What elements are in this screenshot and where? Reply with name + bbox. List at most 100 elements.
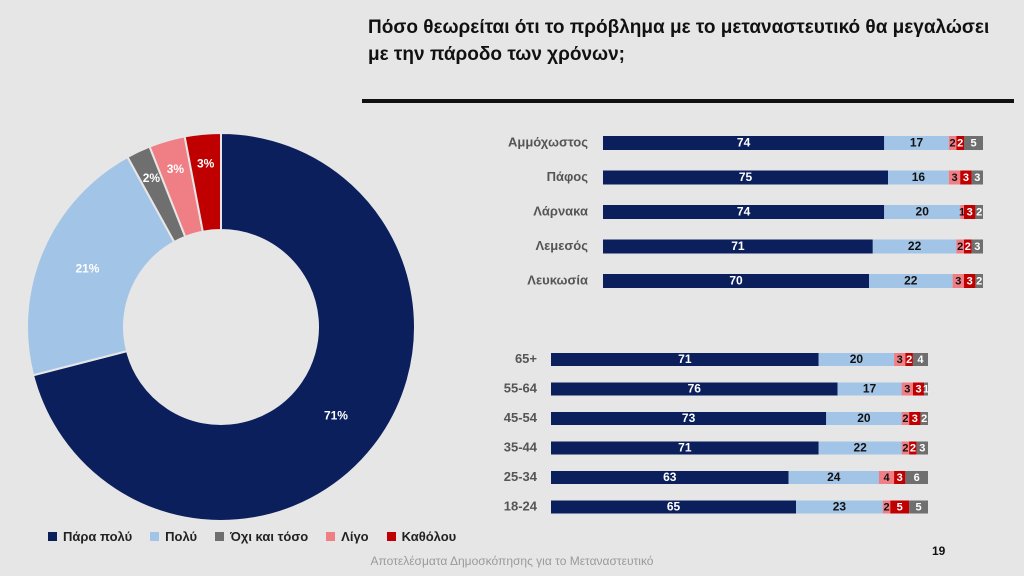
title-underline bbox=[362, 99, 1014, 103]
legend-label: Πολύ bbox=[165, 529, 198, 544]
bar-segment bbox=[901, 412, 910, 425]
bar-data-label: 5 bbox=[916, 501, 922, 513]
bar-segment bbox=[916, 441, 928, 455]
bar-category-label: Πάφος bbox=[547, 169, 589, 184]
bar-segment bbox=[964, 274, 976, 288]
bar-category-label: 18-24 bbox=[504, 498, 538, 513]
legend-item: Καθόλου bbox=[386, 529, 457, 544]
legend-item: Όχι και τόσο bbox=[215, 529, 308, 544]
bar-data-label: 22 bbox=[904, 274, 918, 288]
bar-segment bbox=[956, 136, 964, 150]
legend: Πάρα πολύ Πολύ Όχι και τόσο Λίγο Καθόλου bbox=[48, 529, 474, 544]
bar-data-label: 75 bbox=[739, 170, 753, 184]
legend-item: Λίγο bbox=[326, 529, 369, 544]
footer-caption: Αποτελέσματα Δημοσκόπησης για το Μετανασ… bbox=[370, 554, 654, 568]
bar-segment bbox=[818, 353, 895, 366]
bar-data-label: 3 bbox=[951, 172, 957, 184]
bar-segment bbox=[975, 205, 983, 219]
bar-segment bbox=[837, 382, 902, 396]
bar-segment bbox=[975, 274, 983, 288]
bar-data-label: 63 bbox=[663, 470, 677, 484]
legend-swatch bbox=[150, 532, 160, 541]
bar-data-label: 1 bbox=[959, 206, 965, 218]
donut-data-label: 21% bbox=[75, 261, 99, 275]
bar-data-label: 2 bbox=[976, 206, 982, 218]
bar-segment bbox=[878, 471, 895, 484]
bar-data-label: 73 bbox=[682, 411, 696, 425]
bar-data-label: 3 bbox=[974, 241, 980, 253]
bar-segment bbox=[909, 412, 921, 425]
bar-data-label: 71 bbox=[678, 441, 692, 455]
bar-data-label: 2 bbox=[957, 241, 963, 253]
bar-data-label: 20 bbox=[857, 411, 871, 425]
bar-segment bbox=[912, 353, 928, 366]
bar-data-label: 74 bbox=[737, 136, 751, 150]
bar-segment bbox=[788, 471, 879, 484]
bar-segment bbox=[603, 170, 888, 185]
bar-data-label: 4 bbox=[883, 472, 890, 484]
bar-data-label: 71 bbox=[678, 352, 692, 366]
bar-category-label: 35-44 bbox=[504, 439, 538, 454]
bar-data-label: 3 bbox=[916, 383, 922, 395]
bar-data-label: 20 bbox=[850, 352, 864, 366]
bar-segment bbox=[551, 500, 797, 514]
bar-data-label: 3 bbox=[919, 442, 925, 454]
bar-segment bbox=[905, 353, 913, 366]
bar-data-label: 2 bbox=[921, 413, 927, 425]
bar-segment bbox=[948, 170, 961, 185]
bar-category-label: Λάρνακα bbox=[533, 203, 588, 218]
donut-slice bbox=[31, 131, 416, 522]
bar-data-label: 2 bbox=[965, 241, 971, 253]
bar-segment bbox=[948, 136, 957, 150]
bar-data-label: 2 bbox=[902, 413, 908, 425]
bar-data-label: 17 bbox=[910, 136, 924, 150]
bar-category-label: 65+ bbox=[515, 351, 537, 366]
bar-segment bbox=[551, 412, 827, 425]
bar-data-label: 2 bbox=[906, 354, 912, 366]
legend-label: Πάρα πολύ bbox=[63, 529, 133, 544]
bar-segment bbox=[920, 412, 928, 425]
bar-segment bbox=[603, 274, 869, 288]
bar-category-label: Λεμεσός bbox=[535, 238, 588, 253]
bar-data-label: 2 bbox=[883, 501, 889, 513]
bar-segment bbox=[818, 441, 902, 455]
bar-segment bbox=[912, 382, 925, 396]
donut-data-label: 3% bbox=[197, 156, 215, 170]
bar-segment bbox=[960, 170, 972, 185]
donut-data-label: 3% bbox=[167, 162, 185, 176]
bar-data-label: 71 bbox=[731, 239, 745, 253]
bar-data-label: 3 bbox=[897, 472, 903, 484]
bar-data-label: 3 bbox=[963, 172, 969, 184]
bar-segment bbox=[956, 239, 964, 254]
legend-swatch bbox=[326, 532, 336, 541]
bar-segment bbox=[826, 412, 902, 425]
bar-segment bbox=[603, 136, 885, 150]
bar-category-label: 45-54 bbox=[504, 410, 538, 425]
bar-segment bbox=[551, 382, 838, 396]
bar-category-label: Αμμόχωστος bbox=[508, 134, 588, 149]
bar-segment bbox=[964, 136, 983, 150]
bar-segment bbox=[971, 239, 983, 254]
bar-segment bbox=[905, 471, 928, 484]
bar-data-label: 74 bbox=[737, 205, 751, 219]
bar-segment bbox=[909, 441, 917, 455]
bar-segment bbox=[964, 205, 976, 219]
bar-segment bbox=[888, 170, 949, 185]
legend-label: Καθόλου bbox=[401, 529, 457, 544]
bar-data-label: 16 bbox=[912, 170, 926, 184]
bar-category-label: 55-64 bbox=[504, 380, 538, 395]
legend-swatch bbox=[48, 532, 57, 541]
bar-category-label: 25-34 bbox=[504, 469, 538, 484]
bar-data-label: 70 bbox=[729, 274, 743, 288]
bar-segment bbox=[952, 274, 964, 288]
bar-segment bbox=[869, 274, 953, 288]
bar-data-label: 6 bbox=[914, 472, 920, 484]
bar-data-label: 2 bbox=[950, 137, 956, 149]
donut-data-label: 71% bbox=[324, 408, 348, 422]
bar-segment bbox=[882, 500, 891, 514]
bar-data-label: 1 bbox=[923, 383, 929, 395]
bar-data-label: 2 bbox=[910, 442, 916, 454]
bar-data-label: 76 bbox=[688, 382, 702, 396]
bar-data-label: 3 bbox=[974, 172, 980, 184]
